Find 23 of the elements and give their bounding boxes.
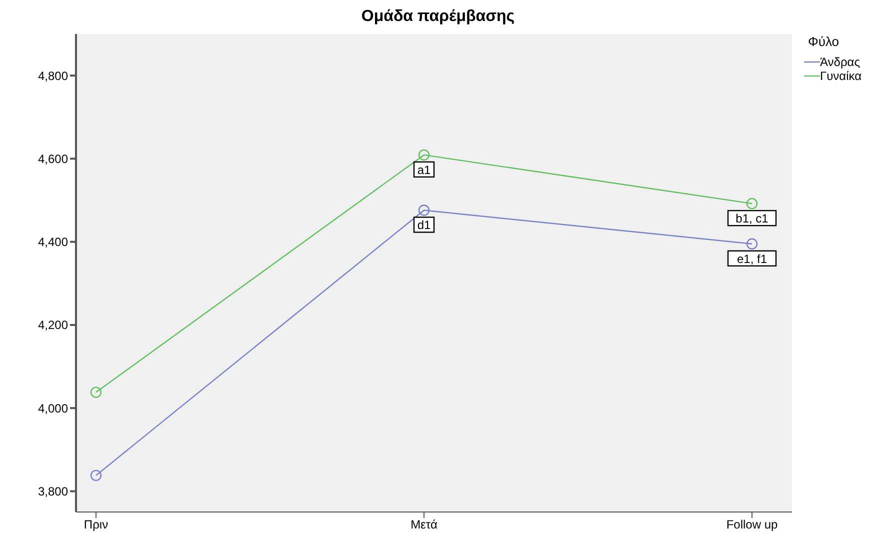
annotation: e1, f1 [736, 252, 768, 266]
legend-title: Φύλο [807, 34, 840, 49]
y-tick-label: 4,800 [38, 68, 68, 83]
point [90, 470, 102, 482]
annotation: a1 [417, 162, 431, 177]
point [418, 204, 430, 216]
y-tick-label: 4,600 [38, 152, 68, 166]
x-tick-label: Μετά [410, 518, 438, 532]
x-tick-label: Follow up [726, 518, 778, 532]
legend-label: Άνδρας [820, 55, 860, 69]
annotation: b1, c1 [736, 212, 769, 226]
point [418, 149, 430, 161]
y-tick-label: 3,800 [38, 484, 68, 498]
point [90, 386, 102, 398]
y-tick-label: 4,400 [38, 235, 68, 250]
legend-label: Γυναίκα [820, 69, 862, 83]
x-tick-label: Πριν [84, 518, 108, 532]
chart-title: Ομάδα παρέμβασης [360, 8, 516, 26]
annotation: d1 [417, 218, 431, 232]
y-tick-label: 4,000 [38, 401, 68, 416]
y-tick-label: 4,200 [38, 318, 68, 332]
point [746, 238, 758, 250]
point [746, 198, 758, 210]
